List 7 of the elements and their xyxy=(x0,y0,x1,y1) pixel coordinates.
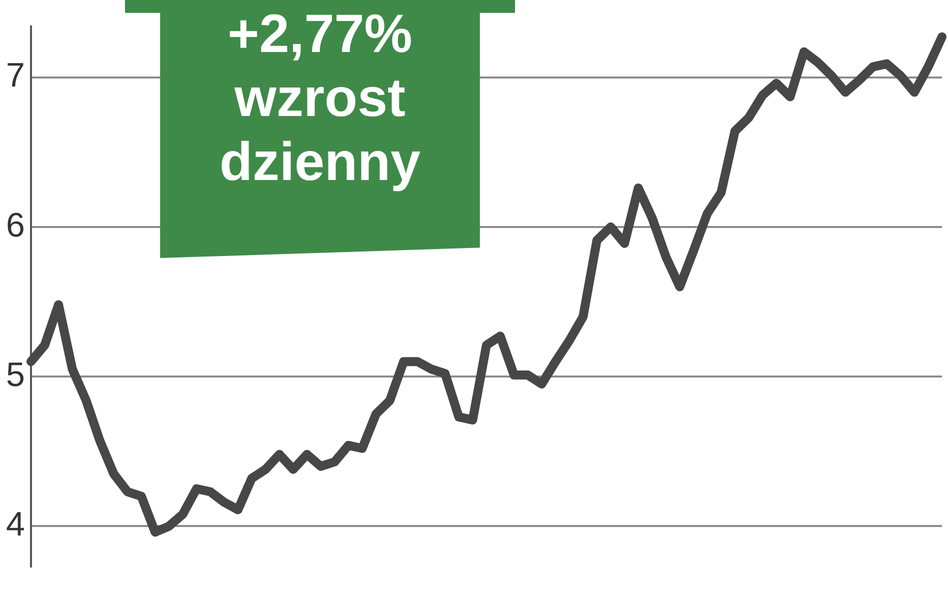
y-tick-label: 4 xyxy=(6,506,25,544)
y-tick-label: 6 xyxy=(6,206,25,244)
annotation: wzrost xyxy=(233,67,407,130)
y-tick-label: 7 xyxy=(6,56,25,95)
annotation: +2,77% xyxy=(226,3,414,66)
annotation: dzienny xyxy=(218,131,422,194)
y-tick-label: 5 xyxy=(6,356,25,394)
